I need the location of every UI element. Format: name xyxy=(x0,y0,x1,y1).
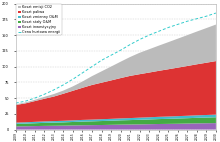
Legend: Koszt emisji CO2, Koszt paliwa, Koszt zmienny O&M, Koszt stały O&M, Koszt inwest: Koszt emisji CO2, Koszt paliwa, Koszt zm… xyxy=(16,4,62,35)
